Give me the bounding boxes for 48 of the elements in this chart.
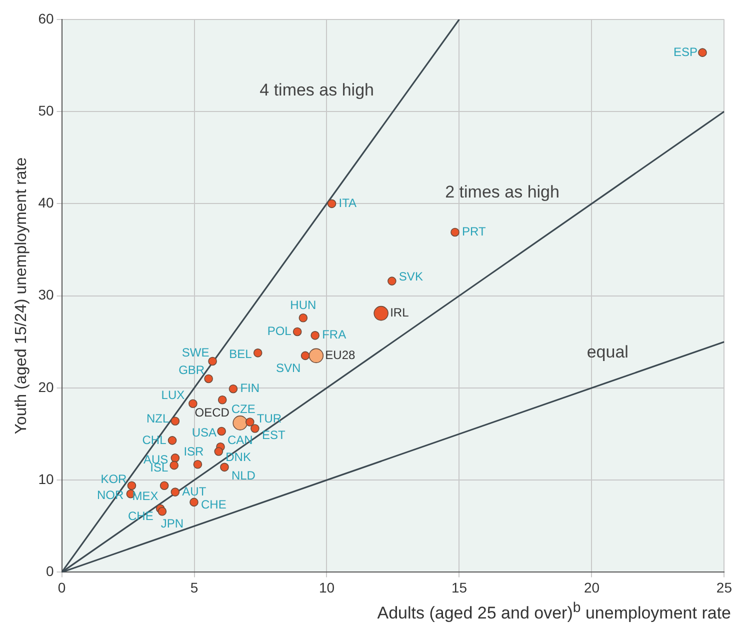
annotation: ESP [673, 44, 698, 59]
annotation: LUX [161, 388, 185, 402]
annotation: HUN [290, 298, 316, 312]
y-axis-title: Youth (aged 15/24) unemployment rate [13, 157, 30, 434]
annotation: IRL [390, 306, 410, 320]
annotation: SVN [276, 361, 301, 375]
y-tick-label: 40 [38, 194, 54, 211]
annotation: FIN [240, 381, 260, 396]
annotation: GBR [178, 363, 205, 378]
annotation: ISR [184, 444, 204, 459]
annotation: equal [586, 342, 628, 362]
y-tick-label: 20 [38, 378, 54, 395]
x-tick-label: 15 [451, 579, 468, 596]
x-tick-label: 25 [716, 579, 732, 596]
y-tick-label: 60 [38, 10, 54, 26]
annotation: JPN [160, 516, 184, 531]
annotation: KOR [100, 472, 128, 486]
annotation: CAN [227, 433, 253, 448]
annotation: OECD [194, 405, 230, 420]
annotation: BEL [229, 347, 252, 362]
annotation: AUT [182, 484, 207, 498]
x-axis-title: Adults (aged 25 and over)$^{b}$ unemployment rate [376, 600, 732, 624]
annotation: SVK [398, 269, 423, 284]
x-tick-label: 10 [318, 579, 335, 596]
annotation: USA [192, 426, 217, 440]
y-tick-label: 30 [38, 286, 54, 303]
y-tick-label: 50 [38, 102, 54, 118]
annotation: ITA [338, 196, 357, 210]
annotation: PRT [462, 224, 486, 239]
annotation: 2 times as high [445, 182, 560, 202]
annotation: SWE [182, 346, 210, 360]
x-tick-label: 5 [190, 579, 198, 596]
annotation: EU28 [325, 348, 356, 362]
annotation: CZE [231, 402, 256, 416]
x-tick-label: 0 [58, 579, 66, 596]
annotation: MEX [132, 488, 158, 503]
annotation: TUR [256, 411, 282, 426]
annotation: POL [267, 324, 292, 338]
x-tick-label: 20 [584, 579, 600, 596]
annotation: NLD [231, 468, 256, 482]
annotation: 4 times as high [260, 80, 374, 100]
annotation: EST [262, 428, 286, 442]
annotation: DNK [226, 450, 251, 464]
annotation: NZL [146, 411, 170, 426]
annotation: FRA [322, 328, 346, 342]
annotation: CHE [200, 497, 226, 512]
y-tick-label: 0 [46, 563, 54, 580]
y-tick-label: 10 [38, 470, 54, 487]
